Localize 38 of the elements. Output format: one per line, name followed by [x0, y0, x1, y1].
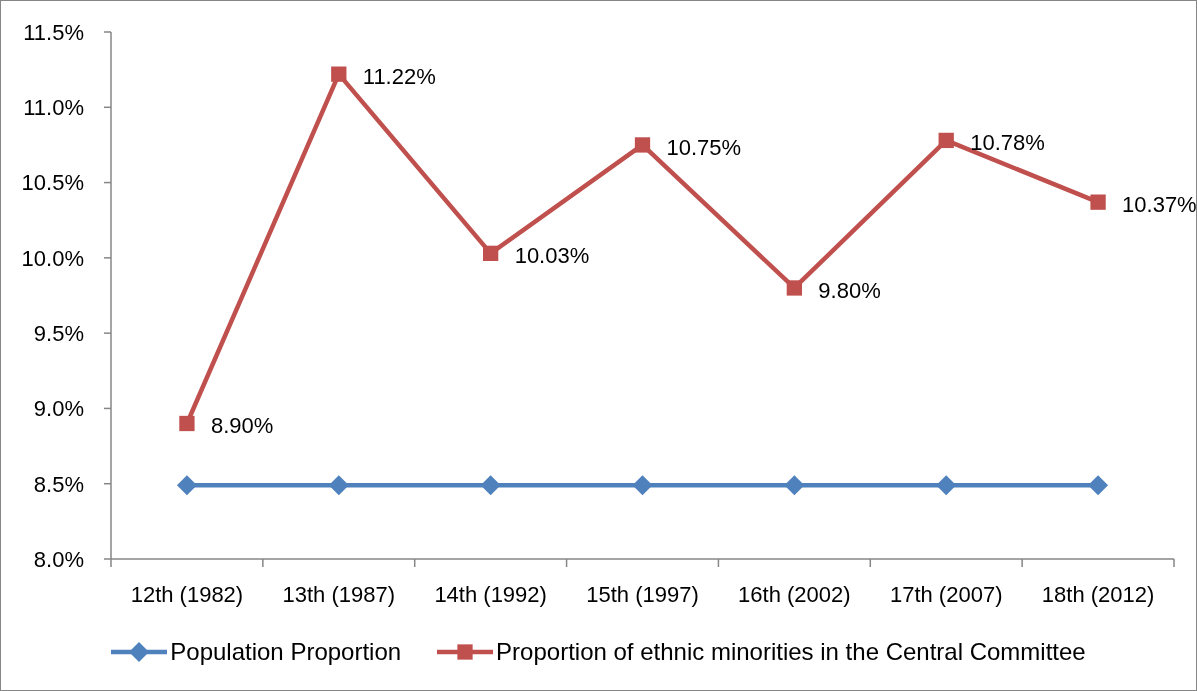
- x-tick-label: 12th (1982): [130, 581, 244, 607]
- data-label: 9.80%: [818, 277, 881, 303]
- point: [328, 475, 349, 496]
- y-tick-label: 8.0%: [33, 546, 84, 572]
- point: [632, 475, 653, 496]
- x-tick-label: 16th (2002): [738, 581, 851, 607]
- point: [1088, 475, 1109, 496]
- point: [1090, 194, 1106, 210]
- y-tick-label: 9.0%: [33, 396, 84, 422]
- x-tick-label: 18th (2012): [1041, 581, 1155, 607]
- point: [331, 66, 347, 82]
- data-label: 8.90%: [210, 413, 274, 439]
- y-tick-label: 10.5%: [21, 170, 84, 196]
- data-label: 10.75%: [666, 134, 742, 160]
- point: [786, 280, 803, 296]
- data-label: 10.78%: [970, 130, 1045, 156]
- legend-label: Population Proportion: [170, 638, 402, 666]
- point: [938, 132, 954, 149]
- y-tick-label: 9.5%: [33, 320, 84, 346]
- x-tick-label: 14th (1992): [434, 581, 547, 607]
- x-tick-label: 13th (1987): [282, 581, 396, 607]
- x-tick-label: 15th (1997): [586, 581, 699, 607]
- x-tick-label: 17th (2007): [889, 581, 1003, 607]
- point: [634, 137, 651, 153]
- y-tick-label: 11.0%: [23, 95, 84, 121]
- legend-label: Proportion of ethnic minorities in the Central Committee: [496, 638, 1086, 666]
- y-tick-label: 11.5%: [23, 19, 84, 45]
- data-label: 11.22%: [362, 63, 436, 89]
- point: [936, 475, 957, 496]
- data-label: 10.03%: [514, 243, 590, 269]
- point: [179, 415, 195, 432]
- point: [784, 475, 805, 496]
- y-tick-label: 8.5%: [33, 471, 84, 497]
- point: [482, 245, 499, 261]
- point: [176, 475, 197, 496]
- point: [480, 475, 501, 496]
- data-label: 10.37%: [1122, 191, 1197, 217]
- y-tick-label: 10.0%: [21, 245, 84, 271]
